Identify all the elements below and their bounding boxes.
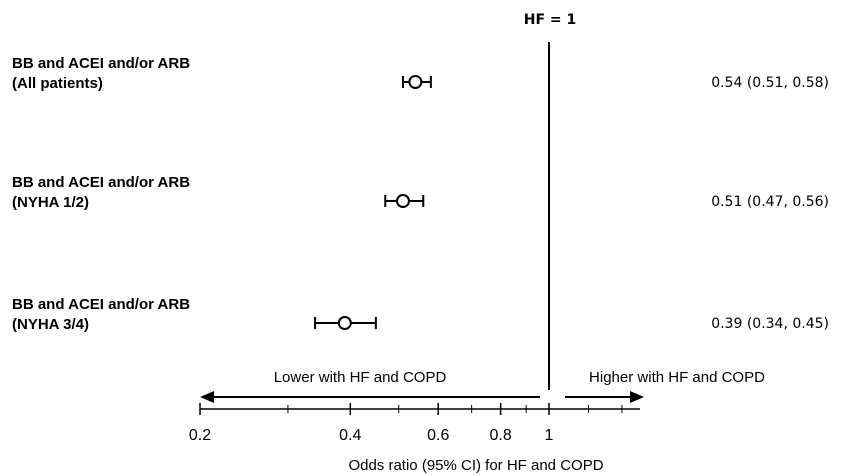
- estimate-text: 0.54 (0.51, 0.58): [711, 75, 829, 91]
- estimate-text: 0.39 (0.34, 0.45): [711, 316, 829, 332]
- x-axis-label: Odds ratio (95% CI) for HF and COPD: [348, 457, 603, 474]
- x-tick-label: 1: [545, 427, 554, 444]
- direction-right-label: Higher with HF and COPD: [589, 369, 765, 386]
- row-label-line1: BB and ACEI and/or ARB: [12, 296, 190, 313]
- point-estimate: [408, 75, 423, 89]
- reference-line-label: HF = 1: [524, 12, 577, 28]
- forest-rows: BB and ACEI and/or ARB (All patients) 0.54…: [12, 55, 829, 333]
- estimate-text: 0.51 (0.47, 0.56): [711, 194, 829, 210]
- row-label-line2: (NYHA 1/2): [12, 194, 89, 211]
- point-estimate: [395, 194, 410, 208]
- x-tick-label: 0.2: [189, 427, 211, 444]
- x-axis-ticks: 0.2 0.4 0.6 0.8 1: [189, 403, 623, 444]
- forest-row: BB and ACEI and/or ARB (NYHA 3/4) 0.39 (0.…: [12, 296, 829, 333]
- point-estimate: [337, 316, 352, 330]
- x-tick-label: 0.8: [489, 427, 511, 444]
- row-label-line1: BB and ACEI and/or ARB: [12, 55, 190, 72]
- row-label-line2: (NYHA 3/4): [12, 316, 89, 333]
- left-arrow: [200, 391, 540, 403]
- forest-row: BB and ACEI and/or ARB (NYHA 1/2) 0.51 (0.…: [12, 174, 829, 211]
- forest-row: BB and ACEI and/or ARB (All patients) 0.54…: [12, 55, 829, 92]
- right-arrow: [565, 391, 644, 403]
- row-label-line1: BB and ACEI and/or ARB: [12, 174, 190, 191]
- direction-left-label: Lower with HF and COPD: [274, 369, 447, 386]
- x-tick-label: 0.6: [427, 427, 449, 444]
- x-tick-label: 0.4: [339, 427, 361, 444]
- row-label-line2: (All patients): [12, 75, 103, 92]
